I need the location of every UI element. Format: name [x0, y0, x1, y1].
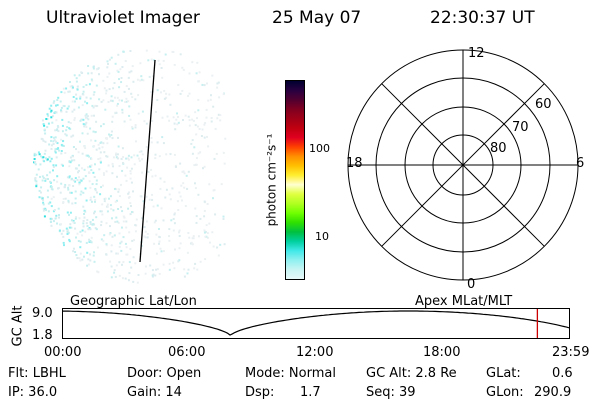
instrument-title: Ultraviolet Imager	[46, 8, 200, 28]
mlt-line-diag2	[381, 83, 545, 247]
header-date: 25 May 07	[272, 8, 362, 28]
uv-image	[33, 49, 227, 284]
colorbar-tick-100: 100	[309, 142, 330, 155]
colorbar-tick-10: 10	[315, 230, 329, 243]
mlt-label-6: 6	[576, 156, 585, 171]
orbit-altitude-plot	[62, 308, 570, 339]
polar-grid	[347, 49, 579, 281]
orbit-xtick-0000: 00:00	[44, 345, 82, 360]
orbit-ytick-9: 9.0	[32, 306, 53, 321]
glat-label: GLat:	[486, 366, 521, 381]
glon-label: GLon:	[486, 385, 524, 400]
orbit-xtick-0600: 06:00	[168, 345, 206, 360]
colorbar	[285, 80, 305, 280]
dsp-label: Dsp:	[245, 385, 275, 400]
seq-status: Seq: 39	[366, 385, 416, 400]
orbit-altitude-curve	[63, 310, 570, 336]
lat-label-70: 70	[512, 120, 529, 135]
colorbar-unit-label: photon cm⁻²s⁻¹	[264, 133, 279, 227]
flt-status: Flt: LBHL	[8, 366, 66, 381]
glat-value: 0.6	[552, 366, 573, 381]
orbit-xtick-1200: 12:00	[296, 345, 334, 360]
mlt-label-18: 18	[346, 156, 363, 171]
mode-status: Mode: Normal	[245, 366, 336, 381]
orbit-xtick-1800: 18:00	[423, 345, 461, 360]
mlt-label-0: 0	[467, 277, 476, 292]
lat-label-80: 80	[490, 141, 507, 156]
orbit-xtick-2359: 23:59	[552, 345, 590, 360]
lat-label-60: 60	[535, 97, 552, 112]
door-status: Door: Open	[127, 366, 202, 381]
mlt-label-12: 12	[468, 46, 485, 61]
orbit-ylabel: GC Alt	[10, 305, 26, 347]
ip-status: IP: 36.0	[8, 385, 58, 400]
terminator-line	[139, 59, 156, 263]
header-time: 22:30:37 UT	[430, 8, 535, 28]
geographic-label: Geographic Lat/Lon	[70, 294, 197, 309]
glon-value: 290.9	[534, 385, 572, 400]
orbit-frame	[62, 308, 570, 339]
gain-status: Gain: 14	[127, 385, 182, 400]
gc-alt-status: GC Alt: 2.8 Re	[366, 366, 457, 381]
orbit-ytick-1.8: 1.8	[32, 328, 53, 343]
apex-label: Apex MLat/MLT	[415, 294, 513, 309]
dsp-value: 1.7	[300, 385, 321, 400]
